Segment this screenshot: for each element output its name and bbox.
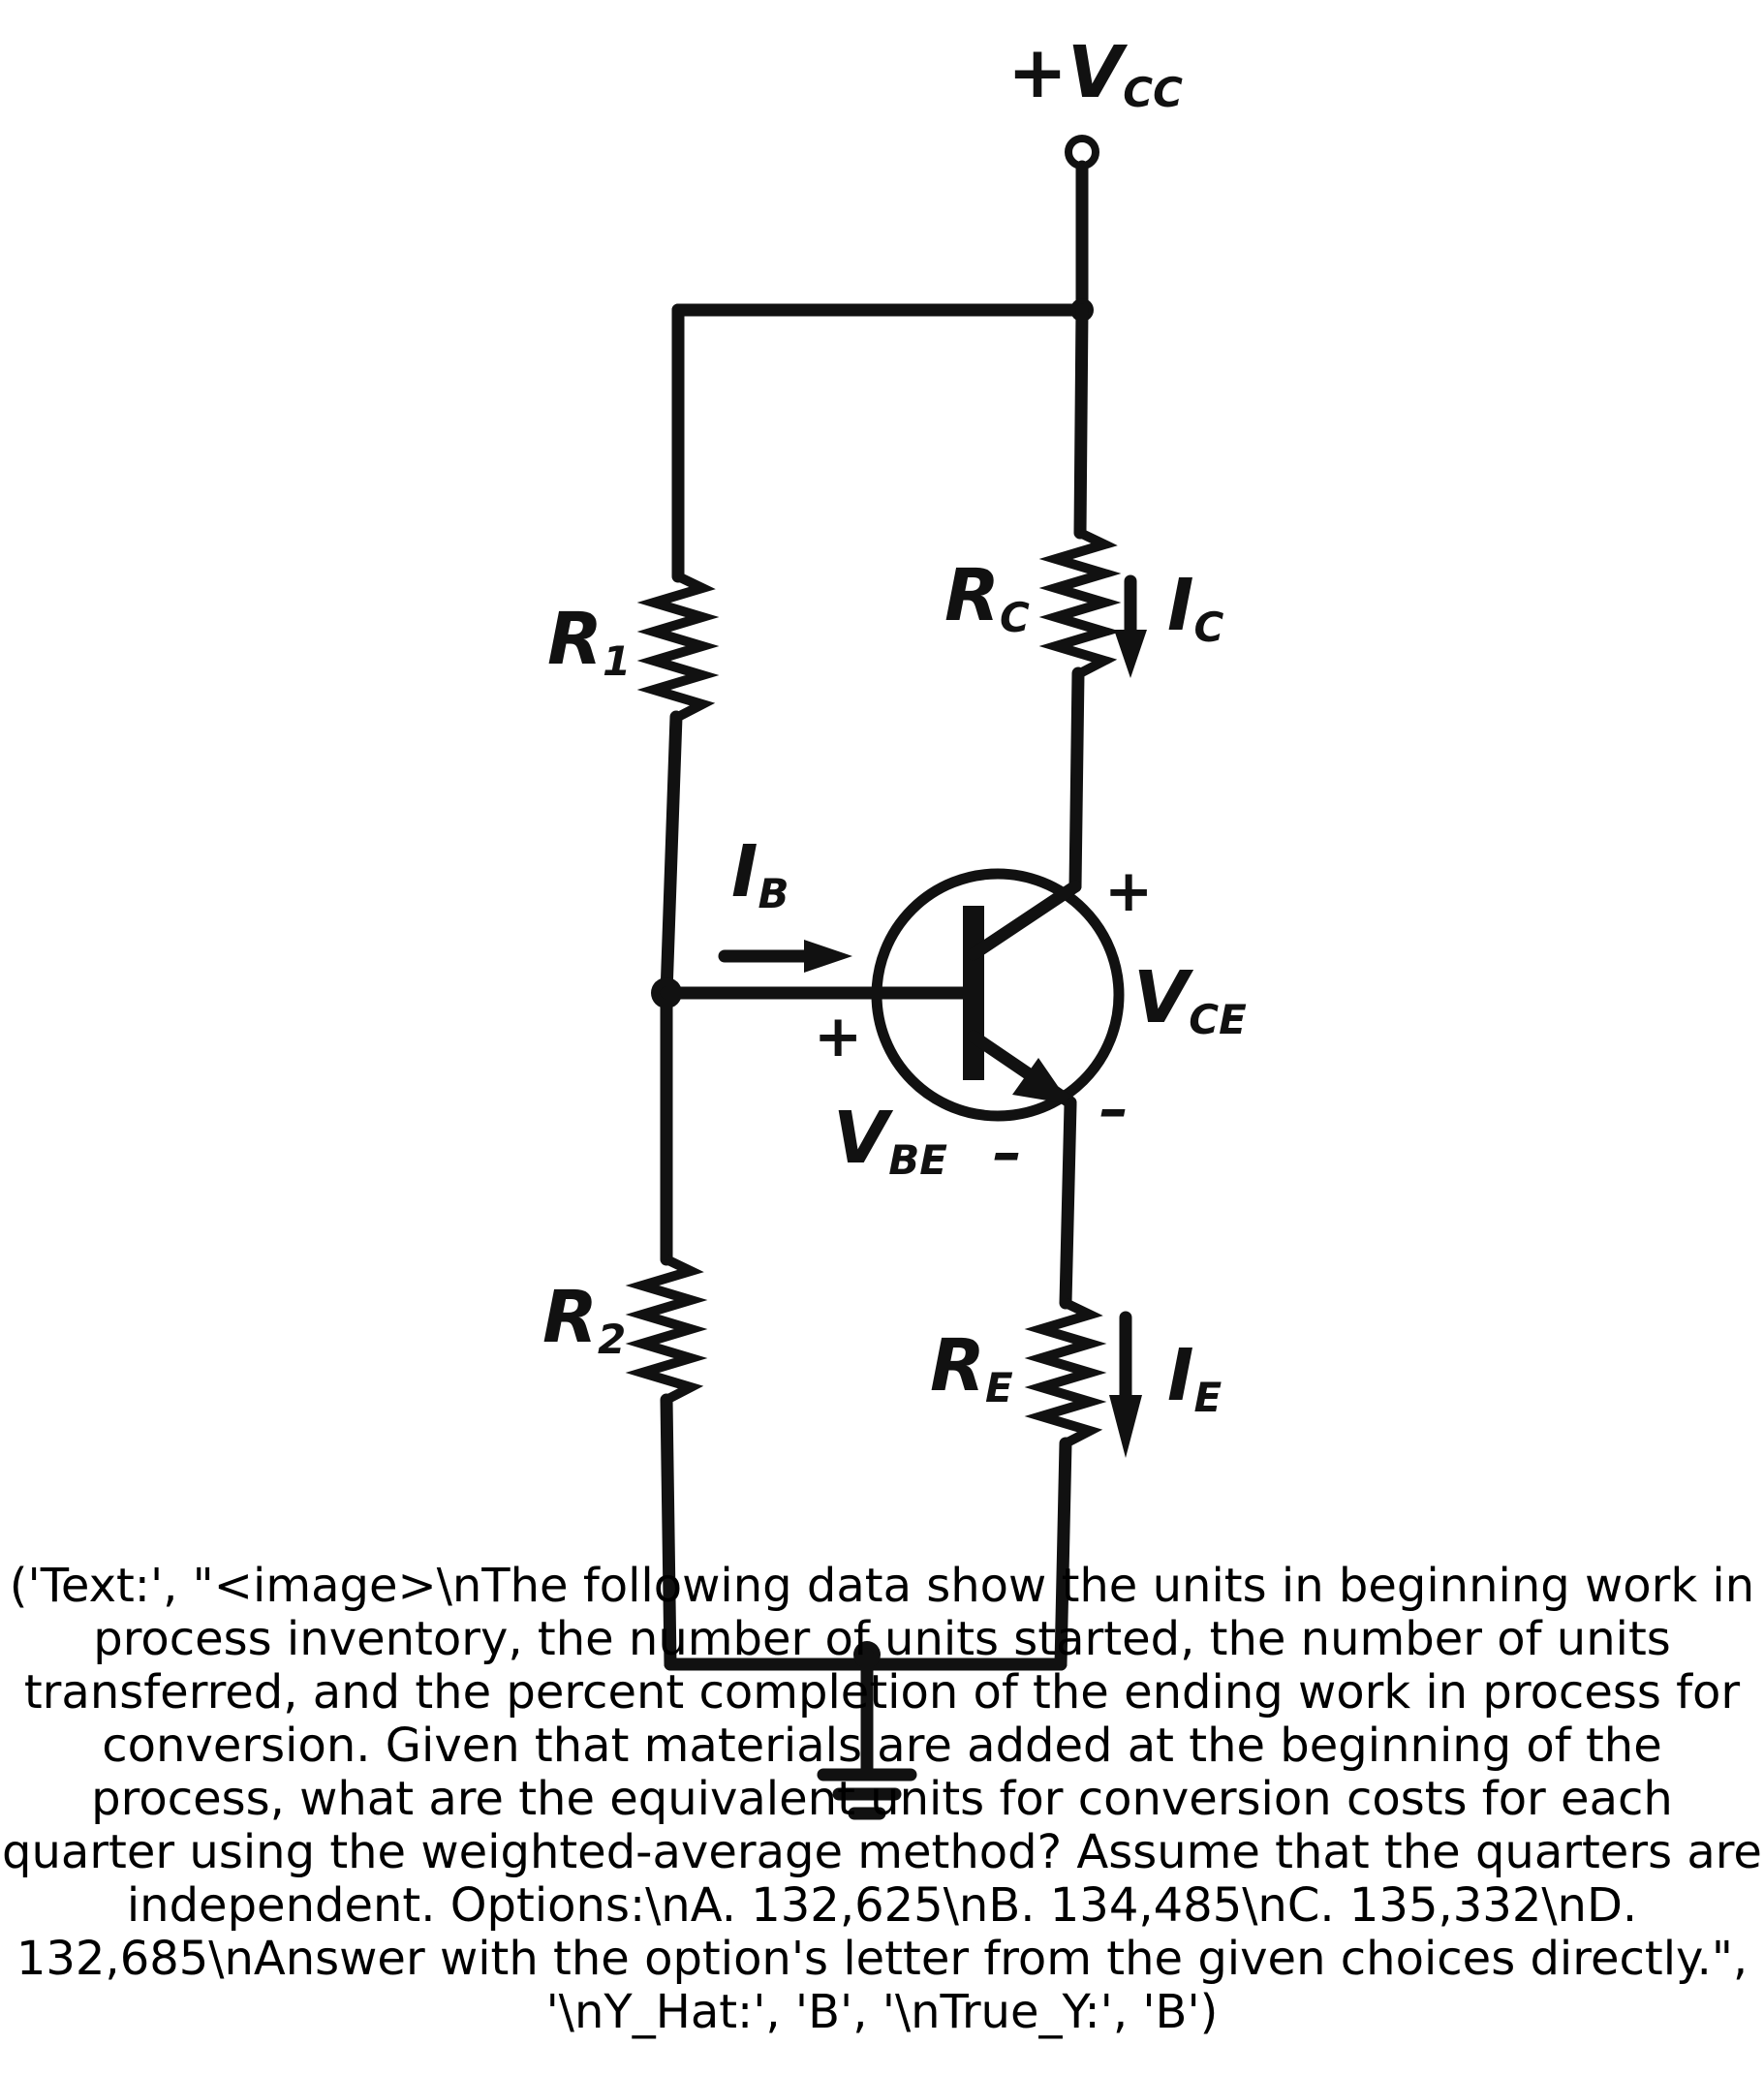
- wire-right-bottom: [1054, 1437, 1072, 1671]
- ib-arrow-icon: [718, 940, 852, 973]
- wire-right-top: [1073, 303, 1089, 540]
- resistor-rc: [1038, 528, 1122, 678]
- vcc-label: +VCC: [1007, 31, 1183, 116]
- wire-left-mid: [660, 710, 683, 1000]
- ib-label: IB: [731, 830, 789, 917]
- vce-label: VCE: [1133, 956, 1247, 1043]
- emitter-arrow: [1012, 1058, 1070, 1104]
- ie-arrow-icon: [1109, 1311, 1142, 1458]
- r2-label: R2: [542, 1276, 626, 1363]
- vce-minus-sign: –: [1099, 1075, 1129, 1143]
- rc-label: RC: [944, 554, 1030, 641]
- re-label: RE: [930, 1324, 1013, 1411]
- ground-icon: [817, 1768, 917, 1820]
- resistor-r1: [636, 572, 720, 722]
- vce-plus-sign: +: [1104, 857, 1153, 925]
- ic-label: IC: [1167, 564, 1224, 651]
- ic-arrow-icon: [1114, 574, 1147, 678]
- r1-label: R1: [547, 598, 631, 685]
- collector-lead: [967, 880, 1082, 961]
- wire-left-bottom: [660, 1393, 677, 1671]
- resistor-re: [1024, 1298, 1107, 1448]
- wire-emitter: [1059, 1098, 1077, 1310]
- vbe-plus-sign: +: [814, 1003, 862, 1070]
- question-caption: ('Text:', "<image>\nThe following data s…: [2, 1559, 1762, 2039]
- wire-collector: [1068, 666, 1085, 893]
- vbe-minus-sign: –: [993, 1119, 1022, 1187]
- ie-label: IE: [1167, 1334, 1222, 1421]
- vbe-label: VBE: [833, 1097, 947, 1184]
- resistor-r2: [625, 1255, 708, 1405]
